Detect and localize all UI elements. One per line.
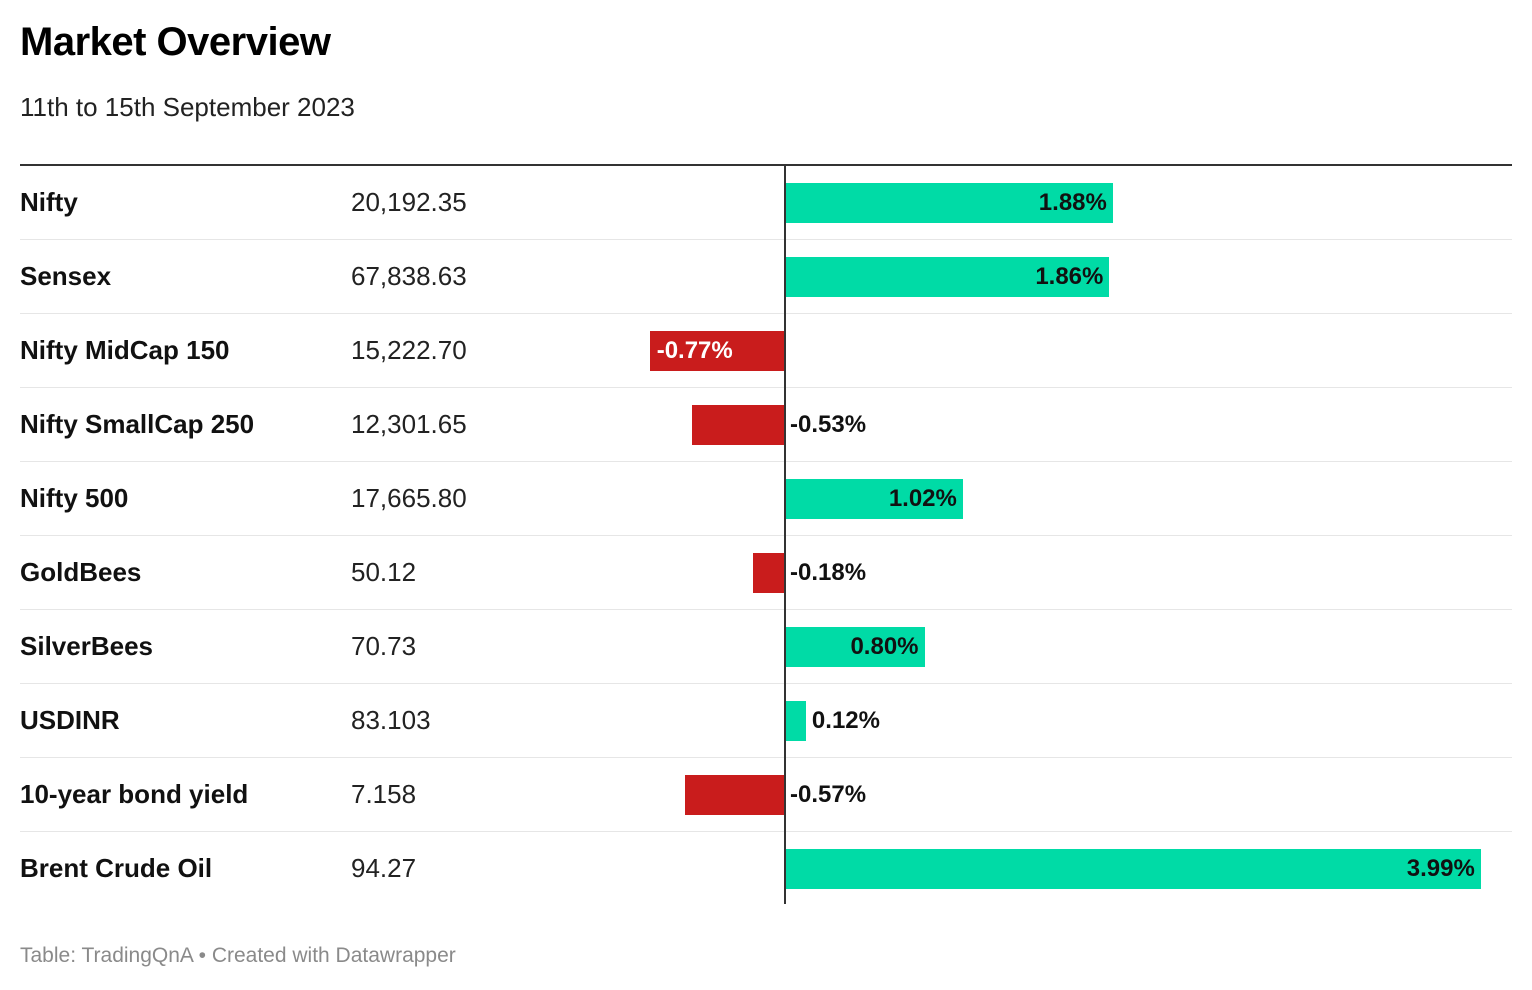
footer-separator: •	[198, 944, 206, 967]
row-name: Nifty SmallCap 250	[20, 409, 255, 439]
footer: Table: TradingQnA • Created with Datawra…	[20, 944, 456, 968]
footer-credit: Created with Datawrapper	[211, 944, 456, 967]
row-value: 67,838.63	[351, 261, 467, 291]
bar-label: -0.53%	[790, 411, 867, 438]
row-name: 10-year bond yield	[20, 779, 249, 809]
bar-cell: -0.57%	[20, 758, 1512, 831]
positive-bar	[785, 849, 1481, 889]
table-row: Nifty SmallCap 250 12,301.65 -0.53%	[20, 388, 1512, 462]
row-name: Sensex	[20, 261, 112, 291]
bar-cell: 3.99%	[20, 832, 1512, 905]
row-value: 7.158	[351, 779, 417, 809]
bar-cell: -0.53%	[20, 388, 1512, 461]
row-name: USDINR	[20, 705, 120, 735]
bar-cell: -0.77%	[20, 314, 1512, 387]
row-name: Nifty 500	[20, 483, 129, 513]
market-table: Nifty 20,192.35 1.88% Sensex 67,838.63 1.86% N…	[20, 164, 1512, 905]
row-value: 94.27	[351, 853, 417, 883]
positive-bar	[785, 183, 1113, 223]
bar-label: 1.02%	[888, 485, 957, 512]
row-name: Nifty MidCap 150	[20, 335, 230, 365]
table-row: Nifty 500 17,665.80 1.02%	[20, 462, 1512, 536]
bar-label: 1.86%	[1035, 263, 1104, 290]
row-value: 15,222.70	[351, 335, 467, 365]
bar-cell: 0.12%	[20, 684, 1512, 757]
row-value: 83.103	[351, 705, 431, 735]
bar-cell: 1.86%	[20, 240, 1512, 313]
row-name: Nifty	[20, 187, 78, 217]
negative-bar	[649, 331, 784, 371]
table-row: 10-year bond yield 7.158 -0.57%	[20, 758, 1512, 832]
negative-bar	[752, 553, 784, 593]
bar-label: 3.99%	[1406, 855, 1475, 882]
bar-cell: 1.88%	[20, 166, 1512, 239]
positive-bar	[785, 257, 1110, 297]
bar-cell: 0.80%	[20, 610, 1512, 683]
table-row: Sensex 67,838.63 1.86%	[20, 240, 1512, 314]
row-name: GoldBees	[20, 557, 142, 587]
positive-bar	[785, 479, 963, 519]
table-row: Nifty MidCap 150 15,222.70 -0.77%	[20, 314, 1512, 388]
row-value: 70.73	[351, 631, 417, 661]
table-row: GoldBees 50.12 -0.18%	[20, 536, 1512, 610]
bar-label: -0.18%	[790, 559, 867, 586]
bar-label: -0.77%	[656, 337, 733, 364]
footer-source: Table: TradingQnA	[20, 944, 193, 967]
bar-cell: -0.18%	[20, 536, 1512, 609]
positive-bar	[785, 701, 806, 741]
bar-cell: 1.02%	[20, 462, 1512, 535]
bar-label: 1.88%	[1038, 189, 1107, 216]
chart-title: Market Overview	[20, 20, 331, 64]
chart-subtitle: 11th to 15th September 2023	[20, 92, 355, 122]
zero-baseline	[784, 164, 786, 904]
row-value: 17,665.80	[351, 483, 467, 513]
negative-bar	[691, 405, 784, 445]
row-value: 50.12	[351, 557, 417, 587]
row-name: Brent Crude Oil	[20, 853, 213, 883]
row-name: SilverBees	[20, 631, 153, 661]
table-row: Brent Crude Oil 94.27 3.99%	[20, 832, 1512, 905]
table-row: USDINR 83.103 0.12%	[20, 684, 1512, 758]
table-row: SilverBees 70.73 0.80%	[20, 610, 1512, 684]
row-value: 20,192.35	[351, 187, 467, 217]
row-value: 12,301.65	[351, 409, 467, 439]
negative-bar	[684, 775, 784, 815]
bar-label: 0.80%	[850, 633, 919, 660]
table-row: Nifty 20,192.35 1.88%	[20, 166, 1512, 240]
bar-label: -0.57%	[790, 781, 867, 808]
positive-bar	[785, 627, 925, 667]
bar-label: 0.12%	[811, 707, 880, 734]
